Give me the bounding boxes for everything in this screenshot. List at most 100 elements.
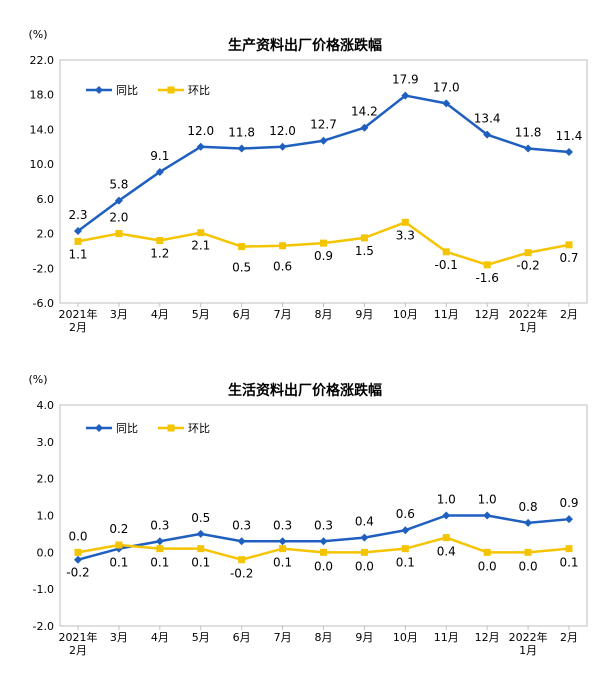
data-label-mom: 0.0 [519, 559, 538, 573]
x-tick-label: 2021年 [59, 307, 98, 321]
data-label-yoy: 1.0 [437, 493, 456, 507]
x-tick-label: 3月 [110, 631, 128, 644]
data-point-mom [156, 237, 164, 245]
x-tick-label: 11月 [434, 308, 459, 321]
data-point-mom [115, 230, 123, 238]
x-tick-label: 6月 [233, 631, 251, 644]
y-tick-label: 2.0 [37, 228, 55, 241]
data-point-yoy [524, 144, 533, 153]
x-tick-label: 2月 [560, 308, 578, 321]
y-tick-label: 22.0 [30, 54, 55, 67]
legend-marker [95, 86, 103, 94]
data-label-mom: 0.9 [314, 249, 333, 263]
x-tick-label: 12月 [475, 308, 500, 321]
data-label-yoy: 0.3 [273, 518, 292, 532]
data-label-yoy: 0.3 [150, 518, 169, 532]
data-point-mom [320, 548, 327, 556]
data-point-mom [238, 556, 246, 564]
y-tick-label: 0.0 [37, 546, 55, 559]
data-point-yoy [237, 144, 246, 153]
data-point-yoy [278, 142, 287, 151]
data-label-mom: 0.1 [273, 556, 292, 570]
y-tick-label: 14.0 [30, 123, 55, 136]
data-label-yoy: 11.8 [515, 126, 542, 140]
data-label-mom: 0.0 [68, 529, 87, 543]
y-tick-label: -6.0 [33, 297, 54, 310]
data-point-mom [442, 248, 450, 256]
data-point-yoy [74, 555, 82, 564]
x-tick-label: 2021年 [59, 630, 98, 644]
y-tick-label: 2.0 [37, 473, 55, 486]
data-label-mom: 2.1 [191, 239, 210, 253]
consumer-goods-price-chart: 生活资料出厂价格涨跌幅 (%) 4.0 3.0 2.0 1.0 0.0 -1.0 -2.0 202… [28, 373, 588, 657]
data-point-yoy [524, 518, 533, 527]
data-label-mom: 0.1 [191, 556, 210, 570]
data-point-yoy [155, 537, 164, 546]
y-tick-label: -2.0 [33, 262, 54, 275]
y-tick-label: 18.0 [30, 89, 55, 102]
data-label-mom: 0.0 [314, 559, 333, 573]
data-label-yoy: 0.3 [314, 518, 333, 532]
data-point-yoy [360, 123, 369, 132]
data-point-yoy [565, 147, 573, 156]
x-tick-label: 12月 [475, 631, 500, 644]
x-tick-label: 10月 [393, 631, 418, 644]
data-point-mom [279, 545, 287, 553]
data-point-yoy [319, 136, 328, 145]
data-point-mom [115, 541, 123, 549]
legend-label: 环比 [188, 84, 210, 97]
data-label-yoy: 11.4 [556, 129, 583, 143]
data-point-mom [279, 242, 287, 250]
data-point-yoy [278, 537, 287, 546]
y-axis-unit: (%) [28, 28, 47, 41]
plot-frame [59, 404, 588, 627]
data-point-mom [320, 239, 327, 247]
y-tick-label: -2.0 [33, 620, 54, 633]
data-label-yoy: 0.4 [355, 515, 374, 529]
data-label-mom: -0.2 [230, 567, 253, 581]
x-tick-label: 7月 [274, 308, 292, 321]
data-point-yoy [483, 130, 492, 139]
data-point-mom [74, 548, 82, 556]
x-tick-label: 2月 [560, 631, 578, 644]
data-label-yoy: 13.4 [474, 112, 501, 126]
data-label-mom: 1.2 [150, 247, 169, 261]
data-label-mom: 1.1 [68, 247, 87, 261]
x-tick-label: 2022年 [509, 307, 548, 321]
data-point-yoy [565, 515, 573, 524]
y-tick-label: 6.0 [37, 193, 55, 206]
data-point-yoy [442, 99, 451, 108]
data-label-yoy: 0.9 [559, 496, 578, 510]
data-point-yoy [196, 529, 205, 538]
data-point-mom [197, 545, 205, 553]
data-point-mom [197, 229, 205, 237]
chart-title: 生活资料出厂价格涨跌幅 [228, 382, 382, 399]
data-point-yoy [196, 142, 205, 151]
data-point-mom [483, 548, 491, 556]
data-point-yoy [401, 526, 410, 535]
producer-price-chart: 生产资料出厂价格涨跌幅 (%) 22.0 18.0 14.0 10.0 6.0 2.0 -2.0… [28, 28, 588, 334]
data-label-yoy: 17.0 [433, 80, 460, 94]
data-label-mom: 0.0 [355, 559, 374, 573]
x-tick-label: 8月 [315, 631, 333, 644]
data-label-yoy: 12.0 [187, 124, 214, 138]
x-tick-label: 1月 [519, 644, 537, 657]
data-point-mom [401, 218, 409, 226]
data-label-yoy: 1.0 [478, 493, 497, 507]
y-axis-unit: (%) [28, 373, 47, 386]
data-label-mom: 0.6 [273, 260, 292, 274]
data-label-mom: 0.4 [437, 545, 456, 559]
data-point-mom [360, 234, 368, 242]
y-tick-label: 3.0 [37, 436, 55, 449]
x-tick-label: 2月 [69, 321, 87, 334]
data-label-yoy: 12.0 [269, 124, 296, 138]
data-point-mom [360, 548, 368, 556]
x-tick-label: 5月 [192, 631, 210, 644]
x-tick-label: 4月 [151, 631, 169, 644]
data-label-yoy: 17.9 [392, 73, 419, 87]
x-tick-label: 3月 [110, 308, 128, 321]
data-label-yoy: 14.2 [351, 105, 378, 119]
data-point-mom [238, 243, 246, 251]
data-label-mom: 1.5 [355, 244, 374, 258]
data-point-yoy [442, 511, 451, 520]
